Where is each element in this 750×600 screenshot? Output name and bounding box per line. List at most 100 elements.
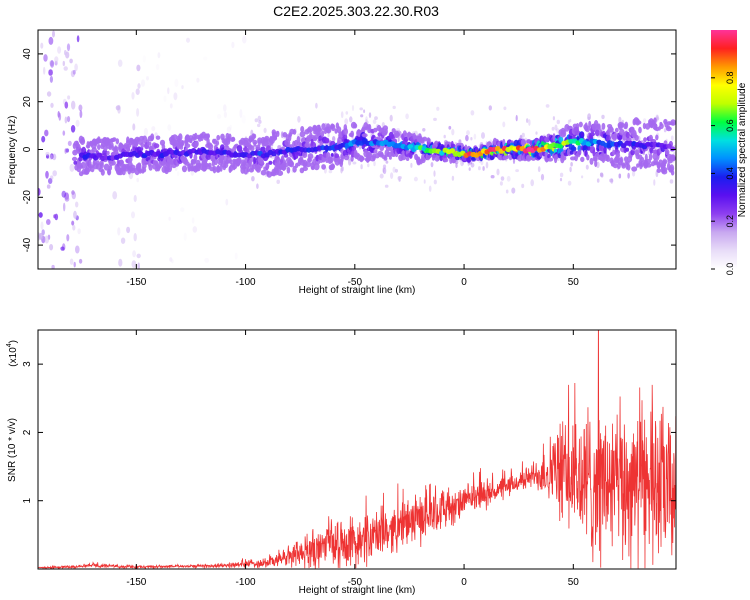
snr-panel: -150 -100 -50 0 50 1 2 3 Height of straight li…: [6, 329, 677, 596]
spectrogram-ridge-cell: [405, 156, 410, 161]
spectrogram-noise-cell: [500, 176, 505, 181]
spectrogram-ridge-cell: [81, 161, 86, 169]
spectrogram-noise-cell: [554, 124, 558, 131]
spectrogram-ridge-cell: [296, 136, 301, 144]
spectrogram-ridge-cell: [614, 127, 619, 133]
spectrogram-noise-cell: [40, 221, 44, 230]
spectrogram-noise-cell: [451, 128, 455, 136]
spectrogram-ridge-cell: [578, 149, 582, 156]
spectrogram-ridge-cell: [174, 154, 178, 159]
spectrogram-noise-cell: [167, 87, 170, 95]
spectrogram-ridge-cell: [547, 157, 554, 162]
spectrogram-noise-cell: [405, 113, 409, 120]
snr-x-ticks: -150 -100 -50 0 50: [126, 330, 579, 588]
spectrogram-noise-cell: [397, 136, 400, 143]
spectrogram-ridge-cell: [601, 122, 606, 130]
spectrogram-noise-cell: [552, 116, 556, 121]
spectrogram-cells: [38, 30, 676, 269]
spectrogram-noise-cell: [241, 114, 246, 124]
spectrogram-noise-cell: [251, 176, 255, 182]
spectrogram-noise-cell: [136, 64, 141, 72]
spectrogram-noise-cell: [48, 36, 54, 45]
spectrogram-noise-cell: [515, 114, 518, 122]
spectrogram-ridge-cell: [670, 170, 675, 176]
spectrogram-ridge-cell: [97, 144, 101, 150]
spectrogram-noise-cell: [62, 60, 65, 67]
spectrogram-noise-cell: [157, 52, 161, 59]
colorbar-tick-label: 0.8: [725, 72, 735, 85]
spectrogram-noise-cell: [488, 105, 492, 111]
spectrogram-noise-cell: [618, 116, 622, 124]
spectrogram-y-tick-label: 0: [22, 146, 33, 152]
spectrogram-noise-cell: [503, 106, 507, 111]
spectrogram-noise-cell: [120, 237, 126, 244]
spectrogram-noise-cell: [163, 95, 167, 102]
spectrogram-noise-cell: [204, 257, 210, 263]
spectrogram-noise-cell: [521, 132, 525, 138]
spectrogram-ridge-cell: [588, 120, 592, 128]
spectrogram-noise-cell: [390, 172, 394, 180]
spectrogram-noise-cell: [455, 162, 458, 169]
spectrogram-noise-cell: [54, 56, 59, 63]
spectrogram-noise-cell: [587, 113, 591, 120]
spectrogram-noise-cell: [66, 234, 70, 242]
spectrogram-ridge-cell: [259, 159, 264, 165]
spectrogram-noise-cell: [585, 164, 589, 170]
spectrogram-ridge-cell: [103, 163, 110, 171]
snr-multiplier-close: ): [8, 340, 19, 343]
spectrogram-noise-cell: [263, 127, 267, 133]
spectrogram-ridge-cell: [368, 124, 372, 132]
spectrogram-noise-cell: [567, 180, 572, 186]
spectrogram-noise-cell: [430, 162, 434, 168]
colorbar-label: Normalized spectral amplitude: [737, 82, 748, 217]
spectrogram-ridge-cell: [286, 166, 291, 174]
spectrogram-ridge-cell: [662, 159, 668, 165]
spectrogram-ridge-cell: [140, 142, 145, 148]
snr-plot-area: [38, 330, 676, 569]
spectrogram-ridge-cell: [115, 138, 120, 145]
spectrogram-ridge-cell: [563, 129, 567, 137]
spectrogram-noise-cell: [242, 35, 247, 44]
spectrogram-ridge-cell: [607, 124, 613, 129]
spectrogram-noise-cell: [368, 112, 372, 118]
spectrogram-noise-cell: [132, 250, 137, 258]
spectrogram-ridge-cell: [73, 160, 78, 165]
spectrogram-ridge-cell: [288, 133, 292, 142]
spectrogram-noise-cell: [394, 168, 398, 173]
spectrogram-noise-cell: [48, 178, 53, 184]
spectrogram-noise-cell: [203, 56, 208, 61]
spectrogram-noise-cell: [71, 220, 75, 226]
spectrogram-ridge-core: [669, 146, 676, 152]
spectrogram-noise-cell: [643, 118, 647, 123]
spectrogram-noise-cell: [171, 259, 174, 264]
spectrogram-ridge-cell: [320, 130, 325, 138]
spectrogram-noise-cell: [131, 211, 135, 219]
spectrogram-ridge-cell: [206, 133, 210, 139]
spectrogram-ridge-cell: [302, 162, 307, 167]
spectrogram-ridge-cell: [636, 163, 640, 168]
spectrogram-ridge-cell: [330, 156, 334, 164]
spectrogram-ridge-cell: [113, 149, 119, 157]
spectrogram-ridge-cell: [122, 164, 127, 171]
spectrogram-ridge-cell: [111, 137, 117, 142]
spectrogram-ridge-cell: [373, 127, 378, 133]
spectrogram-ridge-cell: [624, 121, 629, 129]
spectrogram-noise-cell: [136, 108, 140, 117]
spectrogram-noise-cell: [345, 111, 349, 115]
spectrogram-ridge-core: [96, 152, 102, 158]
spectrogram-noise-cell: [133, 194, 137, 203]
spectrogram-noise-cell: [168, 216, 171, 221]
spectrogram-noise-cell: [567, 119, 570, 125]
spectrogram-noise-cell: [257, 123, 261, 128]
spectrogram-noise-cell: [360, 114, 364, 118]
spectrogram-noise-cell: [61, 190, 67, 198]
snr-y-tick-label: 2: [22, 429, 33, 435]
spectrogram-noise-cell: [359, 144, 362, 150]
snr-y-tick-label: 1: [22, 497, 33, 503]
spectrogram-noise-cell: [315, 102, 318, 109]
spectrogram-ridge-cell: [634, 134, 639, 141]
spectrogram-noise-cell: [433, 117, 437, 121]
spectrogram-ridge-cell: [527, 154, 531, 161]
spectrogram-noise-cell: [351, 105, 355, 111]
spectrogram-noise-cell: [51, 264, 55, 269]
